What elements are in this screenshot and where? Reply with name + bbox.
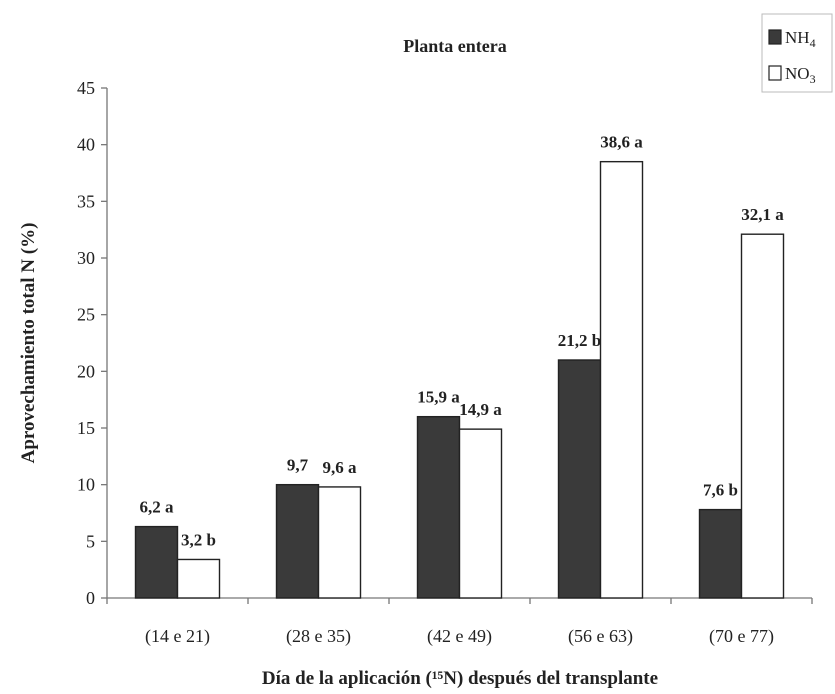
bar <box>416 415 461 599</box>
y-tick-label: 5 <box>86 531 95 551</box>
y-tick-label: 25 <box>77 305 95 325</box>
x-tick-label: (42 e 49) <box>427 626 492 647</box>
x-axis-title: Día de la aplicación (¹⁵N) después del t… <box>262 668 658 689</box>
bar <box>599 160 644 599</box>
bar <box>557 359 602 599</box>
y-axis-title: Aprovechamiento total N (%) <box>18 223 39 464</box>
bar <box>458 428 503 599</box>
data-label: 38,6 a <box>600 133 643 152</box>
y-tick-label: 35 <box>77 191 95 211</box>
legend-swatch <box>768 65 782 81</box>
data-label: 9,7 <box>287 456 309 475</box>
data-label: 6,2 a <box>140 498 175 517</box>
y-tick-label: 45 <box>77 78 95 98</box>
x-tick-label: (56 e 63) <box>568 626 633 647</box>
x-tick-label: (28 e 35) <box>286 626 351 647</box>
y-axis: 0 5 10 15 20 25 30 35 40 45 <box>77 78 108 608</box>
data-label: 15,9 a <box>417 388 460 407</box>
legend: NH4 NO3 <box>761 13 833 93</box>
data-label: 3,2 b <box>181 530 216 549</box>
y-tick-label: 20 <box>77 361 95 381</box>
data-label: 7,6 b <box>703 481 738 500</box>
bars <box>134 160 785 599</box>
x-axis: (14 e 21) (28 e 35) (42 e 49) (56 e 63) (70 … <box>106 597 813 647</box>
legend-swatch <box>768 29 782 45</box>
y-tick-label: 15 <box>77 418 95 438</box>
bar <box>740 233 785 599</box>
legend-label: NO3 <box>785 64 816 86</box>
bar <box>317 486 362 599</box>
x-tick-label: (14 e 21) <box>145 626 210 647</box>
y-tick-label: 30 <box>77 248 95 268</box>
bar <box>176 558 221 599</box>
bar <box>134 525 179 599</box>
bar <box>698 508 743 599</box>
data-label: 14,9 a <box>459 400 502 419</box>
data-label: 9,6 a <box>323 458 358 477</box>
data-label: 32,1 a <box>741 205 784 224</box>
data-label: 21,2 b <box>558 331 601 350</box>
y-tick-label: 10 <box>77 475 95 495</box>
data-labels: 6,2 a 9,7 15,9 a 21,2 b 7,6 b 3,2 b 9,6 a 14,9 … <box>140 133 785 550</box>
legend-label: NH4 <box>785 28 816 50</box>
y-tick-label: 0 <box>86 588 95 608</box>
chart-title: Planta entera <box>403 36 506 56</box>
y-tick-label: 40 <box>77 135 95 155</box>
x-tick-label: (70 e 77) <box>709 626 774 647</box>
bar <box>275 483 320 599</box>
